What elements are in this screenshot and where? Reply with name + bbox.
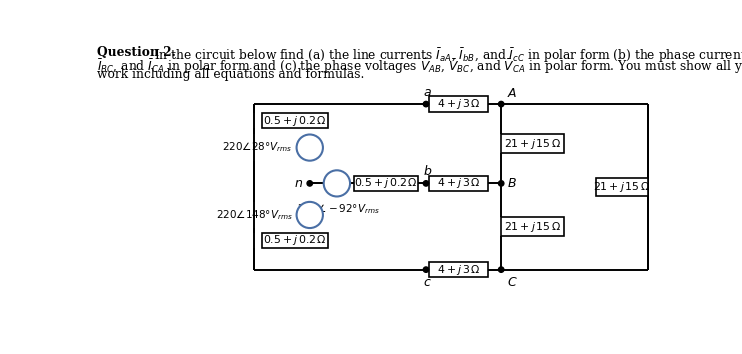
Text: $C$: $C$	[507, 276, 517, 289]
Text: In the circuit below find (a) the line currents $\bar{I}_{aA}$, $\bar{I}_{bB}$, : In the circuit below find (a) the line c…	[154, 46, 742, 65]
FancyBboxPatch shape	[596, 178, 649, 196]
Circle shape	[499, 101, 504, 107]
FancyBboxPatch shape	[501, 217, 564, 236]
Text: $4 + j\,3\,\Omega$: $4 + j\,3\,\Omega$	[437, 176, 480, 190]
Text: $b$: $b$	[423, 164, 433, 178]
Text: $A$: $A$	[507, 87, 517, 100]
Text: $n$: $n$	[295, 177, 303, 190]
Text: $-$: $-$	[331, 182, 343, 196]
Circle shape	[324, 170, 350, 196]
Circle shape	[297, 135, 323, 161]
Circle shape	[499, 267, 504, 272]
FancyBboxPatch shape	[429, 96, 488, 112]
Text: $4 + j\,3\,\Omega$: $4 + j\,3\,\Omega$	[437, 97, 480, 111]
Circle shape	[423, 101, 429, 107]
Text: $+$: $+$	[331, 171, 343, 184]
Text: work including all equations and formulas.: work including all equations and formula…	[96, 68, 364, 81]
Text: $21 + j\,15\,\Omega$: $21 + j\,15\,\Omega$	[504, 137, 561, 151]
Text: $4 + j\,3\,\Omega$: $4 + j\,3\,\Omega$	[437, 263, 480, 276]
Circle shape	[423, 267, 429, 272]
Text: $B$: $B$	[507, 177, 516, 190]
FancyBboxPatch shape	[429, 262, 488, 277]
Text: $-$: $-$	[303, 202, 316, 217]
Text: $+$: $+$	[304, 214, 315, 227]
Text: $21 + j\,15\,\Omega$: $21 + j\,15\,\Omega$	[594, 180, 651, 194]
Text: $220\angle148°V_{rms}$: $220\angle148°V_{rms}$	[216, 208, 292, 222]
Circle shape	[307, 181, 312, 186]
Text: $21 + j\,15\,\Omega$: $21 + j\,15\,\Omega$	[504, 219, 561, 234]
Text: $+$: $+$	[304, 136, 315, 149]
Text: $0.5 + j\,0.2\,\Omega$: $0.5 + j\,0.2\,\Omega$	[354, 176, 418, 190]
Text: $c$: $c$	[423, 276, 432, 289]
FancyBboxPatch shape	[262, 233, 327, 248]
FancyBboxPatch shape	[354, 176, 418, 191]
Circle shape	[499, 181, 504, 186]
Text: $0.5 + j\,0.2\,\Omega$: $0.5 + j\,0.2\,\Omega$	[263, 114, 326, 128]
Text: $a$: $a$	[423, 86, 432, 99]
FancyBboxPatch shape	[429, 176, 488, 191]
FancyBboxPatch shape	[262, 113, 327, 129]
Text: $\bar{I}_{BC}$, and $\bar{I}_{CA}$ in polar form and (c) the phase voltages $\ba: $\bar{I}_{BC}$, and $\bar{I}_{CA}$ in po…	[96, 57, 742, 76]
Circle shape	[297, 202, 323, 228]
Text: $-$: $-$	[303, 146, 316, 160]
Text: $220\angle28°V_{rms}$: $220\angle28°V_{rms}$	[223, 141, 292, 154]
Circle shape	[423, 181, 429, 186]
Text: Question 2.: Question 2.	[96, 46, 176, 59]
Text: $220\angle-92°V_{rms}$: $220\angle-92°V_{rms}$	[297, 202, 380, 216]
FancyBboxPatch shape	[501, 135, 564, 153]
Text: $0.5 + j\,0.2\,\Omega$: $0.5 + j\,0.2\,\Omega$	[263, 233, 326, 247]
